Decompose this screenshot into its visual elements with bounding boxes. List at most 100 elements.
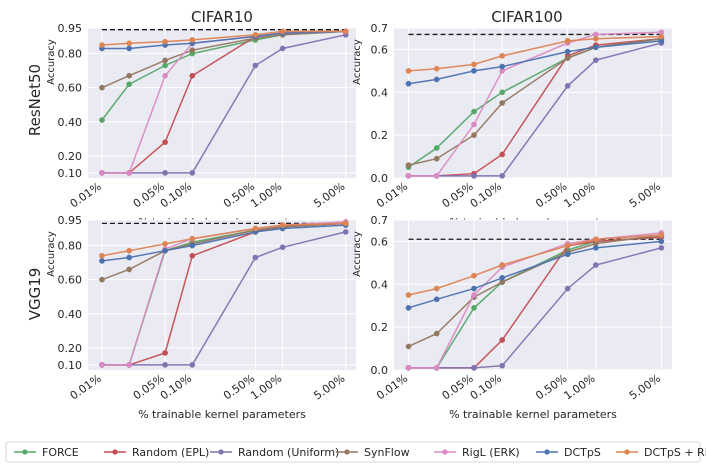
column-titles: CIFAR10 CIFAR100 (191, 8, 563, 26)
point-synflow (126, 266, 133, 273)
point-rigl-erk (471, 292, 477, 298)
legend-swatch-marker (624, 449, 630, 455)
point-dctps-rigl (99, 42, 105, 48)
point-synflow (162, 57, 168, 64)
x-tick-label: 0.01% (68, 372, 104, 403)
y-tick-label: 0.80 (58, 240, 83, 253)
y-axis-label: Accuracy (352, 231, 363, 277)
point-dctps-rigl (189, 37, 196, 43)
point-random-uniform (499, 362, 506, 369)
panel-vgg19-cifar100: 0.00.20.40.60.70.01% 0.05%0.10% 0.50%1.00%… (352, 214, 672, 421)
y-tick-label: 0.40 (58, 308, 83, 321)
y-tick-label: 0.4 (371, 278, 389, 291)
point-force (499, 89, 506, 96)
point-synflow (471, 132, 477, 138)
point-dctps (162, 247, 168, 254)
legend: FORCE Random (EPL) Random (Uniform) SynFlow… (5, 441, 706, 463)
point-random-uniform (658, 245, 665, 251)
legend-item-rigl-erk: RigL (ERK) (434, 446, 520, 459)
y-axis-label: Accuracy (352, 39, 363, 85)
x-axis-label: % trainable kernel parameters (449, 408, 617, 421)
x-tick-label: 0.50% (533, 372, 569, 403)
x-tick-label: 0.10% (468, 180, 504, 211)
legend-label: Random (EPL) (132, 446, 209, 459)
y-tick-label: 0.6 (371, 43, 389, 56)
point-synflow (99, 84, 105, 91)
point-dctps-rigl (405, 292, 412, 298)
y-tick-label: 0.40 (58, 116, 83, 129)
point-random-uniform (471, 173, 477, 179)
legend-item-random-epl: Random (EPL) (104, 446, 209, 459)
plot-area (88, 28, 356, 178)
point-synflow (499, 100, 506, 106)
y-tick-label: 0.20 (58, 150, 83, 163)
point-force (162, 62, 168, 69)
point-dctps-rigl (471, 272, 477, 279)
row-title-resnet50: ResNet50 (26, 64, 44, 136)
legend-swatch-marker (218, 449, 224, 455)
point-rigl-erk (433, 365, 440, 371)
point-random-uniform (564, 83, 571, 89)
point-random-uniform (252, 62, 259, 69)
legend-item-force: FORCE (14, 446, 79, 459)
point-synflow (405, 162, 412, 168)
x-tick-label: 0.10% (468, 372, 504, 403)
y-tick-label: 0.7 (371, 214, 389, 227)
x-tick-label: 1.00% (561, 180, 597, 211)
column-title-cifar100: CIFAR100 (491, 8, 562, 26)
legend-item-dctps-rigl: DCTpS + RigL (616, 446, 706, 459)
point-dctps-rigl (342, 28, 349, 35)
legend-label: Random (Uniform) (238, 446, 339, 459)
y-tick-label: 0.10 (58, 167, 83, 180)
legend-label: DCTpS + RigL (644, 446, 706, 459)
point-rigl-erk (471, 121, 477, 128)
y-tick-label: 0.2 (371, 321, 389, 334)
point-dctps-rigl (279, 28, 286, 35)
point-dctps-rigl (658, 33, 665, 40)
point-synflow (99, 276, 105, 283)
point-dctps-rigl (471, 61, 477, 68)
panel-resnet50-cifar10: 0.100.200.400.600.800.950.01% 0.05%0.10% 0… (46, 22, 356, 229)
point-dctps-rigl (658, 232, 665, 238)
point-random-epl (499, 337, 506, 343)
point-random-epl (189, 72, 196, 79)
x-tick-label: 5.00% (311, 372, 347, 403)
point-dctps (126, 45, 133, 52)
point-dctps-rigl (564, 242, 571, 249)
x-axis-label: % trainable kernel parameters (138, 408, 306, 421)
point-dctps (471, 68, 477, 74)
point-synflow (564, 55, 571, 61)
x-tick-label: 5.00% (627, 372, 663, 403)
point-force (471, 108, 477, 115)
legend-item-synflow: SynFlow (336, 446, 410, 459)
point-dctps-rigl (499, 53, 506, 59)
y-tick-label: 0.60 (58, 82, 83, 95)
point-rigl-erk (126, 170, 133, 176)
legend-item-random-uniform: Random (Uniform) (210, 446, 339, 459)
legend-swatch-marker (344, 449, 350, 455)
point-dctps-rigl (279, 222, 286, 228)
point-random-uniform (252, 254, 259, 261)
x-tick-label: 0.05% (440, 372, 476, 403)
point-dctps-rigl (162, 38, 168, 45)
point-random-uniform (593, 57, 599, 63)
point-rigl-erk (162, 72, 168, 79)
x-tick-label: 5.00% (311, 180, 347, 211)
legend-swatch-marker (442, 449, 448, 455)
point-rigl-erk (433, 173, 440, 179)
panel-resnet50-cifar100: 0.00.20.40.60.70.01% 0.05%0.10% 0.50%1.00%… (352, 22, 672, 229)
panel-vgg19-cifar10: 0.100.200.400.600.800.950.01% 0.05%0.10% 0… (46, 214, 356, 421)
point-random-uniform (279, 244, 286, 251)
point-random-uniform (471, 365, 477, 371)
panels: 0.100.200.400.600.800.950.01% 0.05%0.10% 0… (46, 22, 672, 421)
point-dctps-rigl (126, 40, 133, 47)
point-dctps-rigl (564, 38, 571, 44)
point-dctps-rigl (99, 252, 105, 259)
x-tick-label: 0.50% (533, 180, 569, 211)
point-dctps-rigl (342, 220, 349, 227)
y-tick-label: 0.60 (58, 274, 83, 287)
point-random-epl (189, 252, 196, 259)
legend-label: FORCE (42, 446, 79, 459)
point-dctps-rigl (593, 236, 599, 243)
